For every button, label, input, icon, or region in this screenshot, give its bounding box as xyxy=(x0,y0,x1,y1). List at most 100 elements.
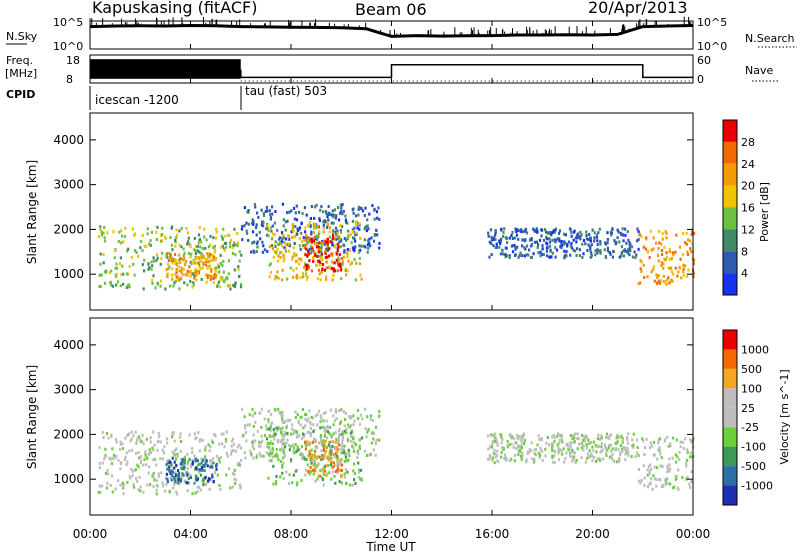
echo-cell xyxy=(183,455,186,459)
echo-cell xyxy=(306,263,309,267)
echo-cell xyxy=(274,250,277,254)
echo-cell xyxy=(149,243,152,247)
echo-cell xyxy=(359,413,362,417)
echo-cell xyxy=(678,457,681,461)
echo-cell xyxy=(205,459,208,463)
echo-cell xyxy=(259,237,262,241)
echo-cell xyxy=(489,228,493,232)
echo-cell xyxy=(170,225,174,229)
echo-cell xyxy=(189,255,192,259)
echo-cell xyxy=(584,460,587,464)
echo-cell xyxy=(251,407,254,411)
echo-cell xyxy=(272,455,275,459)
echo-cell xyxy=(349,483,352,487)
echo-cell xyxy=(572,441,575,444)
echo-cell xyxy=(377,206,380,210)
echo-cell xyxy=(685,464,688,468)
echo-cell xyxy=(303,206,306,210)
echo-cell xyxy=(103,239,107,243)
echo-cell xyxy=(496,454,499,457)
echo-cell xyxy=(200,461,203,465)
echo-cell xyxy=(518,254,521,257)
echo-cell xyxy=(549,249,552,253)
echo-cell xyxy=(216,284,219,288)
echo-cell xyxy=(305,277,308,281)
echo-cell xyxy=(627,450,630,454)
echo-cell xyxy=(195,273,198,277)
echo-cell xyxy=(101,431,104,434)
echo-cell xyxy=(276,429,279,432)
echo-cell xyxy=(333,464,336,467)
echo-cell xyxy=(306,239,309,243)
echo-cell xyxy=(202,477,205,480)
echo-cell xyxy=(321,263,324,266)
echo-cell xyxy=(646,468,649,472)
echo-cell xyxy=(300,437,303,441)
echo-cell xyxy=(611,457,614,461)
echo-cell xyxy=(606,246,609,250)
echo-cell xyxy=(173,258,176,262)
echo-cell xyxy=(312,222,315,226)
echo-cell xyxy=(209,465,212,469)
echo-cell xyxy=(646,485,649,489)
echo-cell xyxy=(550,255,553,259)
echo-cell xyxy=(558,448,561,451)
echo-cell xyxy=(628,243,631,247)
echo-cell xyxy=(620,245,624,249)
echo-cell xyxy=(332,269,335,273)
echo-cell xyxy=(330,450,333,454)
echo-cell xyxy=(681,476,684,480)
echo-cell xyxy=(147,267,150,271)
echo-cell xyxy=(270,229,273,233)
echo-cell xyxy=(609,449,613,453)
echo-cell xyxy=(100,230,103,234)
echo-cell xyxy=(692,436,695,440)
velocity-panel-bg xyxy=(90,318,693,515)
echo-cell xyxy=(313,239,316,243)
echo-cell xyxy=(337,263,340,267)
echo-cell xyxy=(338,468,341,472)
echo-cell xyxy=(684,437,687,441)
echo-cell xyxy=(234,281,237,285)
echo-cell xyxy=(186,489,189,493)
echo-cell xyxy=(554,246,557,250)
echo-cell xyxy=(685,242,688,246)
echo-cell xyxy=(669,482,672,486)
echo-cell xyxy=(590,243,593,247)
echo-cell xyxy=(189,474,192,478)
echo-cell xyxy=(117,458,120,462)
echo-cell xyxy=(313,462,317,466)
echo-cell xyxy=(332,423,335,427)
echo-cell xyxy=(137,451,140,455)
echo-cell xyxy=(298,434,301,438)
echo-cell xyxy=(275,452,278,456)
echo-cell xyxy=(668,248,671,252)
echo-cell xyxy=(301,212,304,216)
echo-cell xyxy=(677,270,680,274)
echo-cell xyxy=(621,437,624,440)
echo-cell xyxy=(288,237,291,241)
echo-cell xyxy=(294,410,297,414)
echo-cell xyxy=(166,275,169,279)
echo-cell xyxy=(218,270,221,274)
echo-cell xyxy=(98,446,101,449)
echo-cell xyxy=(493,461,496,465)
echo-cell xyxy=(215,266,218,270)
echo-cell xyxy=(325,266,328,270)
echo-cell xyxy=(198,265,201,269)
echo-cell xyxy=(194,268,197,272)
echo-cell xyxy=(331,231,334,235)
echo-cell xyxy=(136,437,139,441)
echo-cell xyxy=(648,256,651,259)
echo-cell xyxy=(149,239,152,243)
echo-cell xyxy=(334,431,337,435)
echo-cell xyxy=(306,236,309,240)
echo-cell xyxy=(113,256,116,260)
echo-cell xyxy=(366,430,369,434)
echo-cell xyxy=(316,477,319,481)
echo-cell xyxy=(255,223,258,227)
echo-cell xyxy=(133,485,136,489)
echo-cell xyxy=(520,437,523,441)
echo-cell xyxy=(233,268,236,272)
echo-cell xyxy=(351,430,354,434)
